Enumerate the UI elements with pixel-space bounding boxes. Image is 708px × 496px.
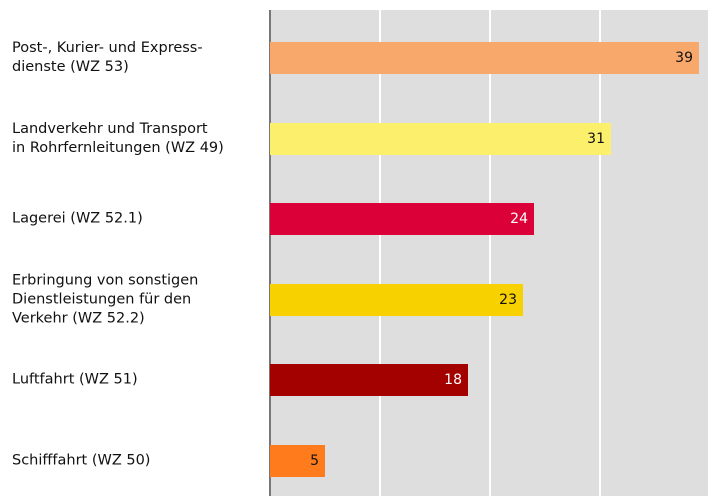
value-label: 31: [587, 130, 605, 147]
bar: [270, 364, 468, 396]
value-label: 18: [444, 372, 462, 388]
grid-line: [489, 10, 491, 496]
category-label: Lagerei (WZ 52.1): [12, 210, 143, 227]
bar: [270, 203, 534, 235]
category-label: Luftfahrt (WZ 51): [12, 371, 138, 388]
value-label: 23: [499, 291, 517, 308]
value-label: 5: [310, 452, 319, 469]
grid-line: [379, 10, 381, 496]
category-label: Erbringung von sonstigen Dienstleistunge…: [12, 272, 199, 326]
grid-line: [599, 10, 601, 496]
bar: [270, 444, 325, 477]
category-label: Landverkehr und Transport in Rohrfernlei…: [12, 120, 224, 156]
bar: [270, 283, 523, 316]
bar: [270, 122, 611, 155]
value-label: 24: [510, 211, 528, 227]
category-label: Post-, Kurier- und Express- dienste (WZ …: [12, 40, 203, 75]
category-label: Schifffahrt (WZ 50): [12, 452, 151, 468]
bar: [270, 42, 699, 74]
value-label: 39: [675, 50, 693, 66]
axis-line: [269, 10, 271, 496]
